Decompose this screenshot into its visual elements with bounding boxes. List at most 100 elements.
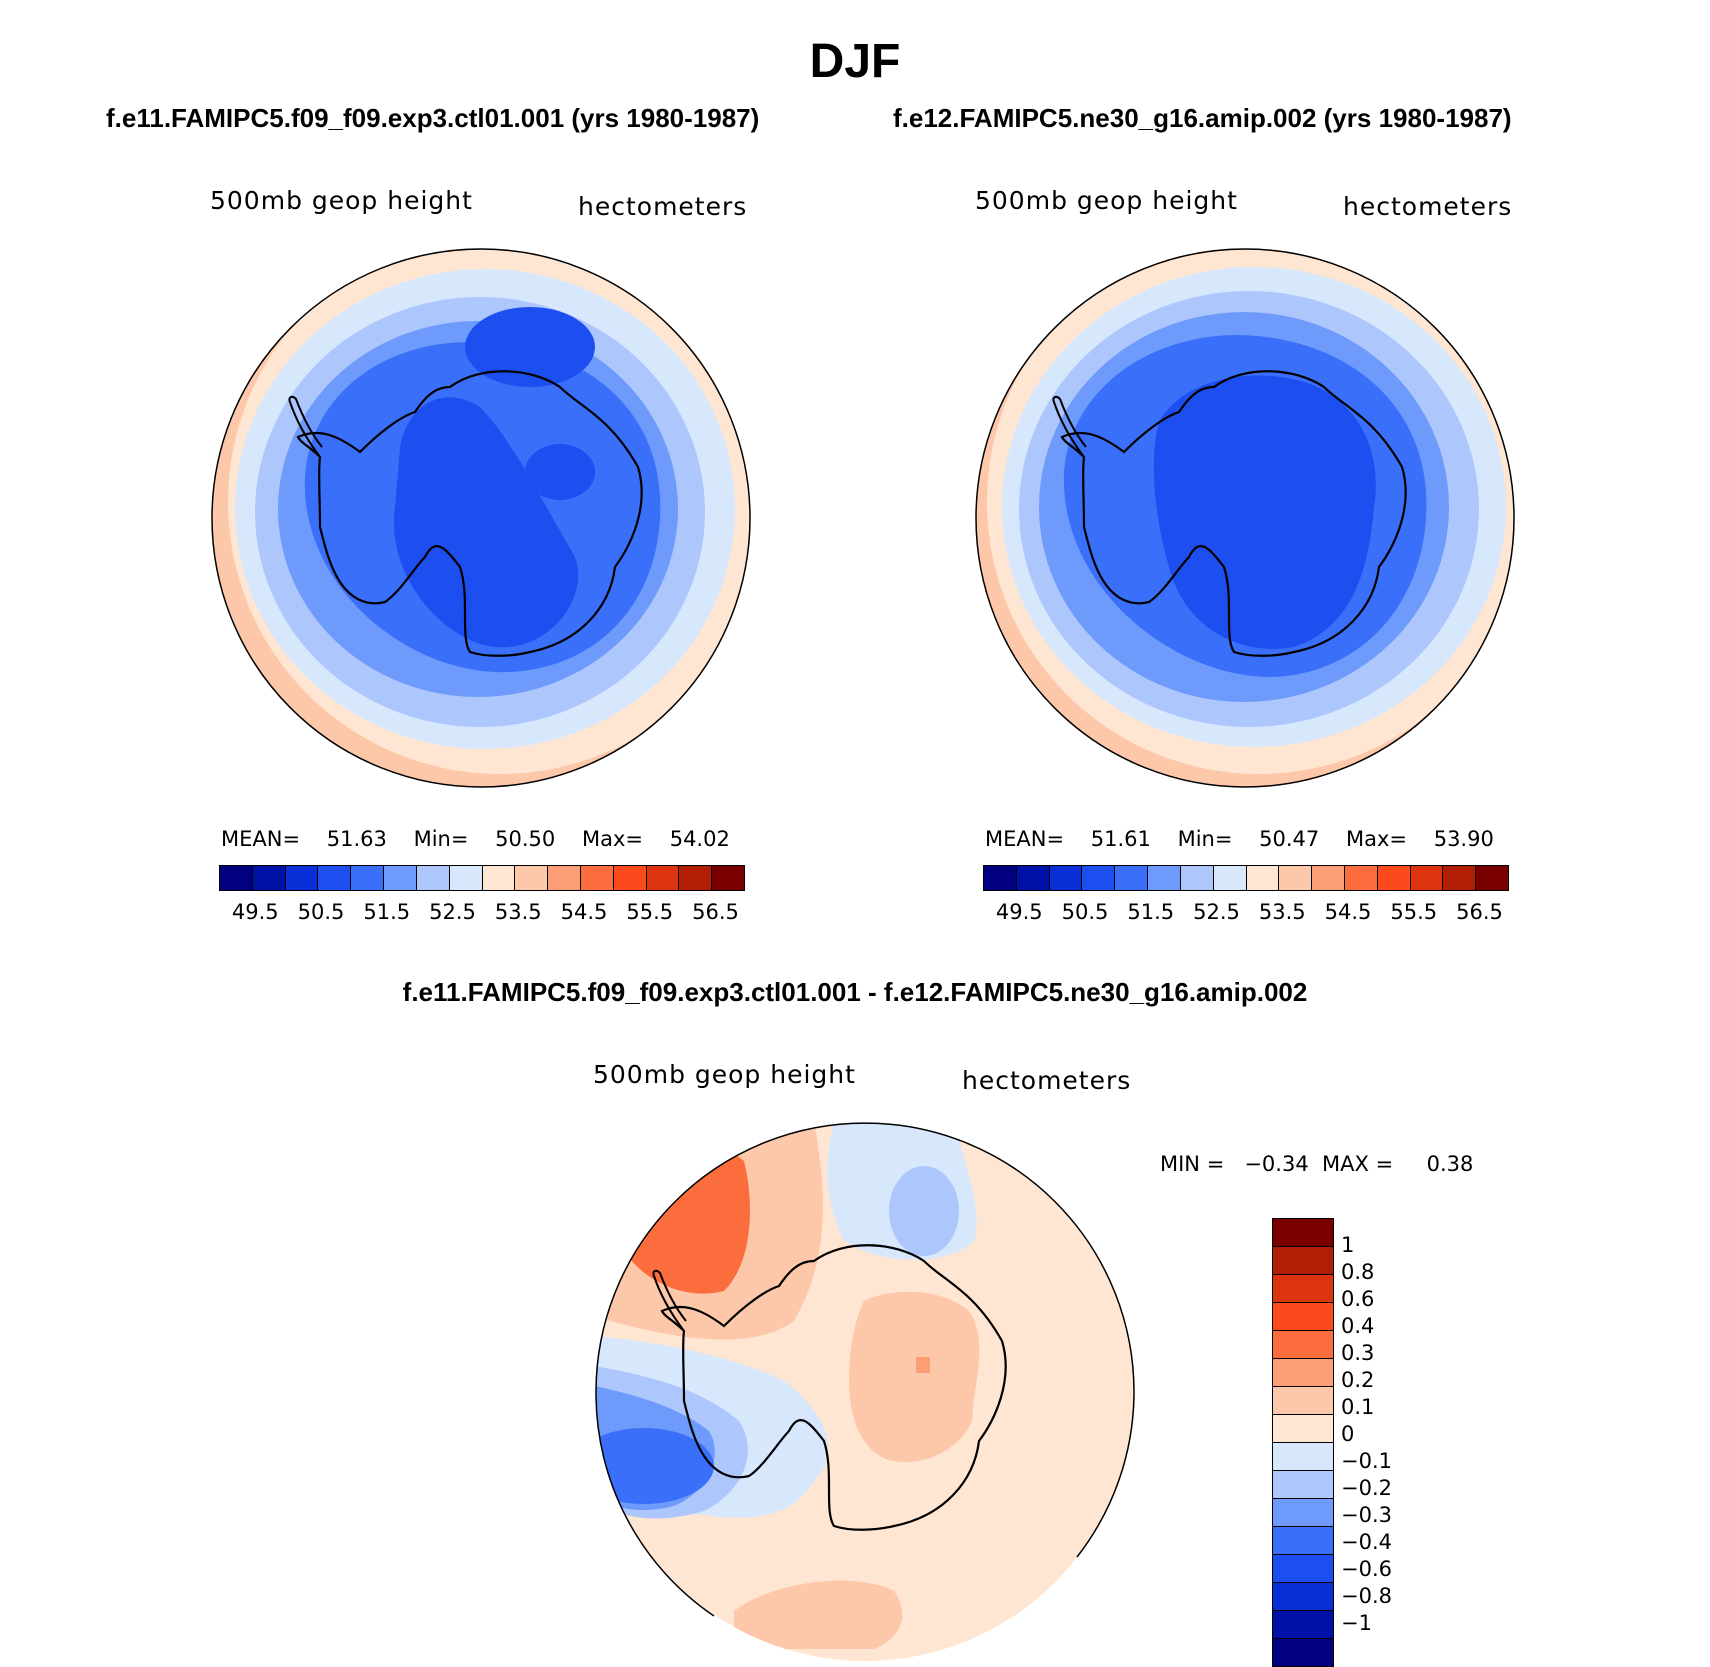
colorbar-swatch — [1180, 866, 1214, 890]
colorbar-tick-label: 56.5 — [1456, 900, 1503, 924]
colorbar-tick-label: 55.5 — [1390, 900, 1438, 924]
colorbar-tick-label: −0.2 — [1341, 1476, 1392, 1500]
colorbar-swatch — [1213, 866, 1247, 890]
colorbar-swatch — [449, 866, 483, 890]
difference-contour-0-1-0-2-south — [734, 1580, 903, 1649]
difference-map-border-lower — [595, 1391, 715, 1617]
figure-title: DJF — [809, 35, 901, 88]
difference-max-value: 0.38 — [1426, 1152, 1474, 1176]
colorbar-swatch — [679, 866, 713, 890]
panel-2-antarctica-coastline — [1060, 370, 1407, 657]
colorbar-swatch — [1273, 1303, 1333, 1331]
difference-contour-interior-center — [916, 1357, 930, 1373]
panel-1-high-center — [465, 307, 595, 387]
panel-1-min-value: 50.50 — [495, 827, 556, 851]
colorbar-tick-label: −0.4 — [1341, 1530, 1392, 1554]
colorbar-swatch — [220, 866, 253, 890]
panel-2-contour-50-5 — [1153, 375, 1376, 649]
colorbar-tick-label: 52.5 — [1193, 900, 1240, 924]
difference-map-border — [595, 1122, 1135, 1558]
colorbar-tick-label: −0.1 — [1341, 1449, 1392, 1473]
colorbar-swatch — [1312, 866, 1345, 890]
colorbar-swatch — [384, 866, 417, 890]
panel-2-colorbar — [983, 865, 1509, 891]
panel-2-peninsula-coastline — [1052, 395, 1087, 458]
difference-title: f.e11.FAMIPC5.f09_f09.exp3.ctl01.001 - f… — [402, 977, 1308, 1007]
colorbar-swatch — [1016, 866, 1050, 890]
colorbar-swatch — [351, 866, 385, 890]
panel-1-variable-label: 500mb geop height — [210, 186, 473, 215]
colorbar-tick-label: −0.3 — [1341, 1503, 1392, 1527]
panel-1-mean-label: MEAN= — [221, 827, 301, 851]
colorbar-swatch — [1273, 1415, 1333, 1443]
colorbar-swatch — [1476, 866, 1508, 890]
panel-1-antarctica-coastline — [296, 370, 643, 657]
colorbar-swatch — [1273, 1611, 1333, 1639]
panel-1-polar-map — [211, 248, 751, 788]
colorbar-tick-label: 0.8 — [1341, 1260, 1375, 1284]
colorbar-swatch — [1410, 866, 1444, 890]
panel-1-max-value: 54.02 — [669, 827, 730, 851]
colorbar-swatch — [1273, 1527, 1333, 1555]
panel-1-colorbar — [219, 865, 745, 891]
difference-max-label: MAX = — [1322, 1152, 1394, 1176]
colorbar-tick-label: 56.5 — [692, 900, 739, 924]
colorbar-swatch — [1273, 1219, 1333, 1247]
panel-1-low-center — [525, 444, 595, 500]
panel-1-min-label: Min= — [413, 827, 469, 851]
colorbar-swatch — [1115, 866, 1149, 890]
difference-min-value: −0.34 — [1244, 1152, 1309, 1176]
colorbar-tick-label: 51.5 — [1127, 900, 1175, 924]
panel-2-variable-label: 500mb geop height — [975, 186, 1238, 215]
panel-1-stats: MEAN= 51.63 Min= 50.50 Max= 54.02 — [221, 827, 730, 851]
colorbar-swatch — [252, 866, 286, 890]
panel-1-map-border — [211, 248, 751, 788]
colorbar-swatch — [1279, 866, 1313, 890]
panel-1-peninsula-coastline — [288, 395, 323, 458]
colorbar-tick-label: 54.5 — [560, 900, 608, 924]
difference-peninsula-coastline — [652, 1269, 687, 1332]
difference-stats: MIN = −0.34 MAX = 0.38 — [1160, 1152, 1473, 1176]
difference-contour-0-1-0-2-interior — [849, 1291, 980, 1462]
colorbar-swatch — [548, 866, 581, 890]
colorbar-tick-label: 0.3 — [1341, 1341, 1375, 1365]
colorbar-tick-label: −1 — [1341, 1611, 1372, 1635]
colorbar-swatch — [1273, 1275, 1333, 1303]
difference-antarctica-coastline — [660, 1244, 1007, 1531]
difference-min-label: MIN = — [1160, 1152, 1225, 1176]
difference-contour-negative-0-4-west — [596, 1428, 714, 1504]
panel-2-map-border — [975, 248, 1515, 788]
difference-contour-negative-0-2-north — [889, 1166, 959, 1256]
colorbar-tick-label: 0.2 — [1341, 1368, 1375, 1392]
colorbar-swatch — [1443, 866, 1477, 890]
colorbar-tick-label: 49.5 — [231, 900, 279, 924]
colorbar-swatch — [1148, 866, 1181, 890]
colorbar-swatch — [646, 866, 680, 890]
colorbar-tick-label: 50.5 — [297, 900, 345, 924]
colorbar-swatch — [1049, 866, 1083, 890]
panel-1-units-label: hectometers — [578, 192, 748, 221]
colorbar-tick-label: 53.5 — [1258, 900, 1306, 924]
colorbar-tick-label: 51.5 — [363, 900, 411, 924]
colorbar-swatch — [1246, 866, 1280, 890]
colorbar-tick-label: −0.6 — [1341, 1557, 1392, 1581]
difference-colorbar — [1272, 1218, 1334, 1667]
colorbar-swatch — [318, 866, 352, 890]
colorbar-swatch — [1273, 1443, 1333, 1471]
colorbar-tick-label: 1 — [1341, 1233, 1355, 1257]
colorbar-swatch — [580, 866, 614, 890]
colorbar-swatch — [515, 866, 549, 890]
difference-polar-map — [595, 1122, 1135, 1661]
colorbar-tick-label: 0.6 — [1341, 1287, 1375, 1311]
colorbar-tick-label: 0.1 — [1341, 1395, 1375, 1419]
panel-2-min-value: 50.47 — [1259, 827, 1320, 851]
colorbar-tick-label: 50.5 — [1061, 900, 1109, 924]
panel-1-mean-value: 51.63 — [326, 827, 387, 851]
panel-2-min-label: Min= — [1177, 827, 1233, 851]
colorbar-tick-label: 53.5 — [494, 900, 542, 924]
difference-contour-0-2-0-3 — [624, 1145, 750, 1294]
panel-2-mean-label: MEAN= — [985, 827, 1065, 851]
panel-2-max-value: 53.90 — [1433, 827, 1494, 851]
colorbar-tick-label: 55.5 — [626, 900, 674, 924]
colorbar-swatch — [416, 866, 450, 890]
